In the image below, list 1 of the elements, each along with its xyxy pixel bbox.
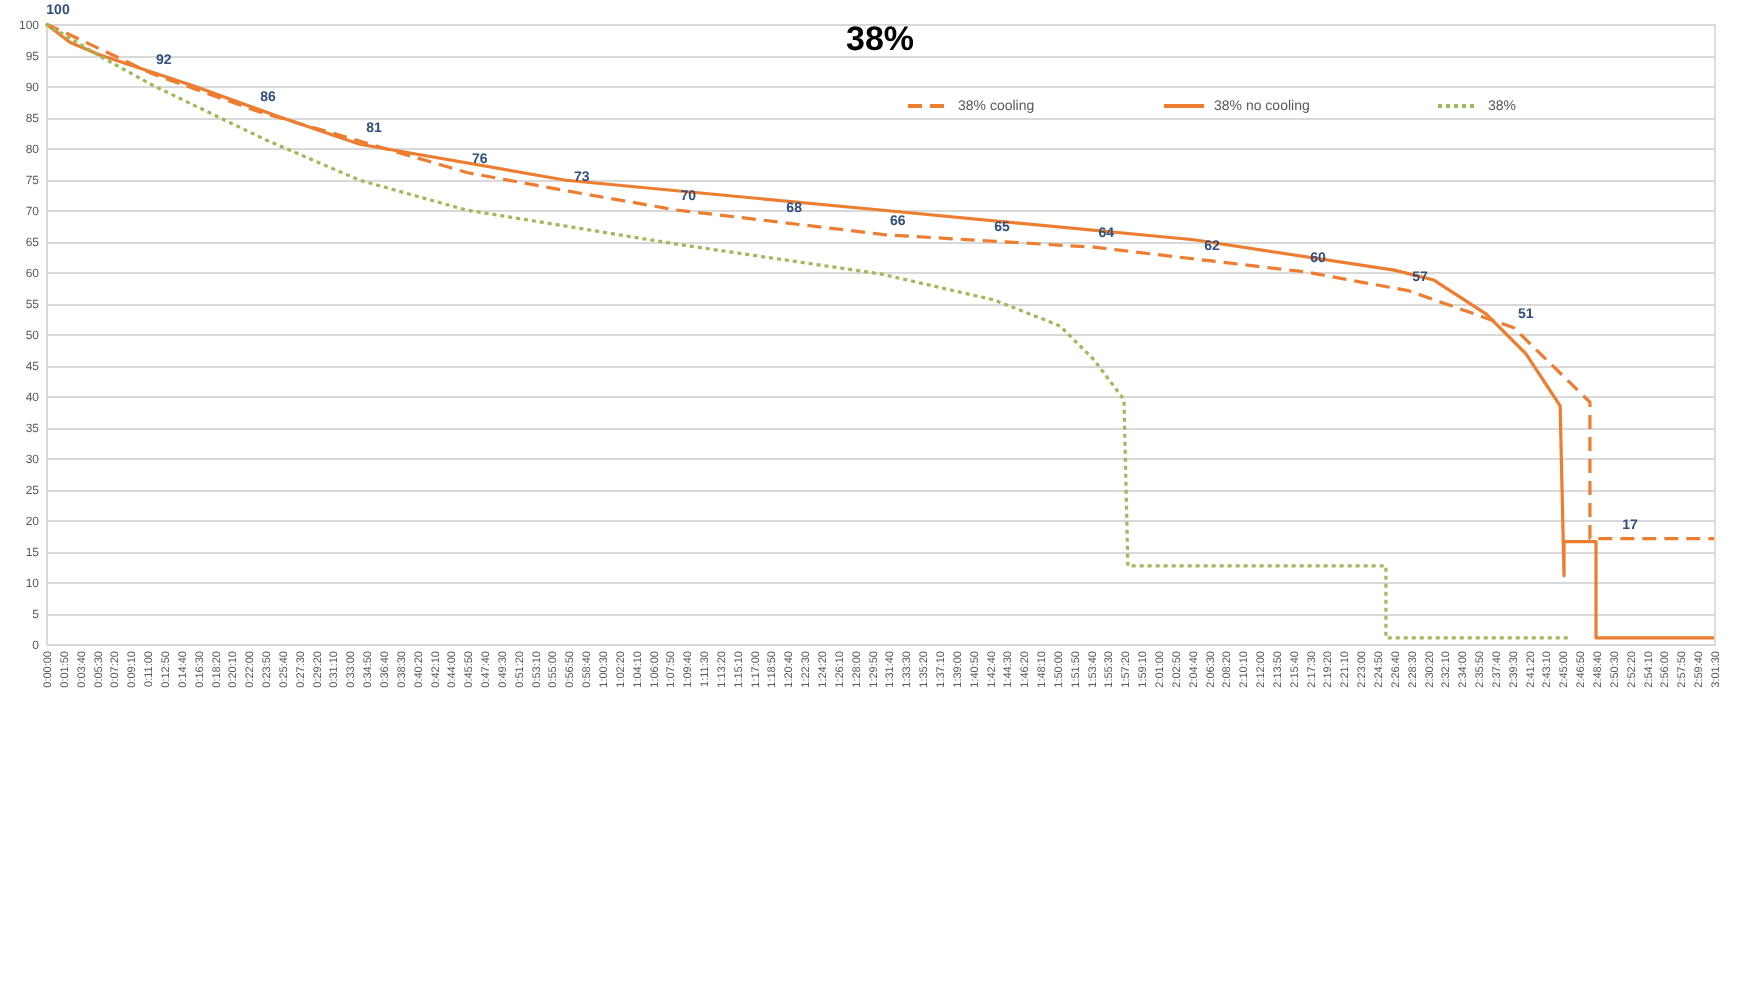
chart-title: 38%: [845, 20, 915, 58]
